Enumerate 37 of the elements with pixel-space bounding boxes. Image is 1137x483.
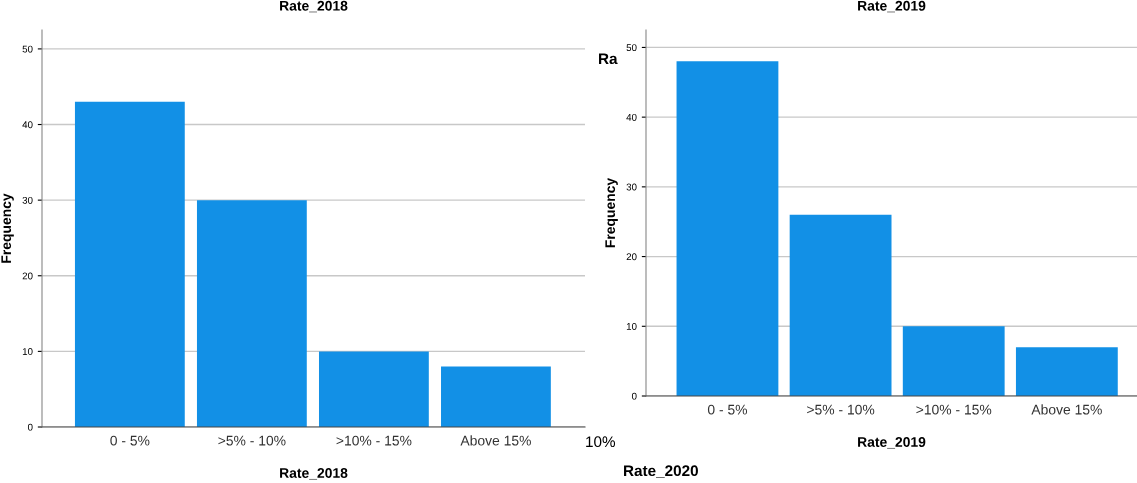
bar: [789, 214, 892, 396]
y-tick-label: 20: [626, 253, 637, 261]
text: Ra: [599, 53, 618, 65]
x-tick-label: Above 15%: [460, 435, 531, 446]
bar: [902, 326, 1005, 396]
y-axis-title: Frequency: [605, 177, 618, 248]
x-axis-title: Rate_2018: [280, 468, 348, 480]
bar: [318, 351, 429, 427]
y-tick-label: 50: [626, 44, 637, 52]
x-tick-label: >10% - 15%: [336, 435, 412, 446]
x-tick-label: Above 15%: [1031, 404, 1102, 415]
bar: [676, 61, 779, 396]
x-tick-label: >10% - 15%: [916, 404, 992, 415]
x-tick-label: 0 - 5%: [110, 435, 150, 446]
bar: [1015, 347, 1118, 396]
bar: [74, 101, 185, 427]
bar: [196, 200, 307, 427]
y-tick-label: 10: [626, 323, 637, 330]
y-tick-label: 10: [22, 348, 33, 355]
y-axis-title: Frequency: [1, 193, 14, 263]
y-tick-label: 30: [626, 183, 637, 191]
y-tick-label: 0: [631, 392, 637, 400]
x-tick-label: 0 - 5%: [707, 404, 748, 415]
y-tick-label: 50: [22, 45, 33, 53]
y-tick-label: 0: [27, 423, 33, 431]
y-tick-label: 30: [22, 196, 33, 204]
x-axis-title: Rate_2019: [858, 437, 926, 449]
y-tick-label: 40: [626, 113, 637, 121]
chart-title: Rate_2018: [280, 0, 348, 13]
y-tick-label: 40: [22, 121, 33, 129]
chart-title: Rate_2019: [858, 0, 926, 13]
y-tick-label: 20: [22, 272, 33, 280]
x-tick-label: >5% - 10%: [218, 435, 286, 446]
x-tick-label: >5% - 10%: [807, 404, 875, 415]
bar: [441, 366, 551, 427]
text: 10%: [586, 436, 616, 448]
text: Rate_2020: [624, 465, 698, 478]
